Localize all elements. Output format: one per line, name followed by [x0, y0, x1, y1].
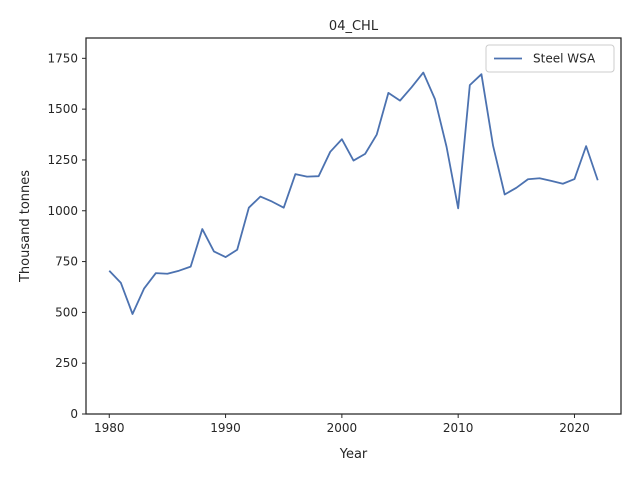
legend: Steel WSA — [485, 44, 615, 73]
x-axis-title: Year — [339, 447, 368, 462]
y-tick-label: 1250 — [47, 153, 78, 167]
y-tick-label: 1000 — [47, 204, 78, 218]
x-tick-label: 1990 — [210, 421, 241, 435]
x-tick-label: 2000 — [327, 421, 358, 435]
legend-label: Steel WSA — [533, 52, 596, 66]
axes-frame — [85, 37, 622, 415]
legend-box — [485, 44, 615, 73]
series-line — [108, 71, 599, 315]
y-tick-label: 0 — [70, 407, 78, 421]
x-axis-ticks: 1980 1990 2000 2010 2020 — [94, 414, 590, 435]
y-tick-label: 1500 — [47, 102, 78, 116]
y-tick-label: 1750 — [47, 51, 78, 65]
y-axis-title: Thousand tonnes — [18, 170, 33, 283]
x-tick-label: 2010 — [443, 421, 474, 435]
x-tick-label: 2020 — [559, 421, 590, 435]
x-tick-label: 1980 — [94, 421, 125, 435]
y-tick-label: 250 — [55, 356, 78, 370]
y-tick-label: 750 — [55, 255, 78, 269]
chart-title: 04_CHL — [329, 19, 379, 34]
plot-lines — [108, 71, 599, 315]
y-axis-ticks: 0 250 500 750 1000 1250 1500 1750 — [47, 51, 86, 421]
y-tick-label: 500 — [55, 305, 78, 319]
